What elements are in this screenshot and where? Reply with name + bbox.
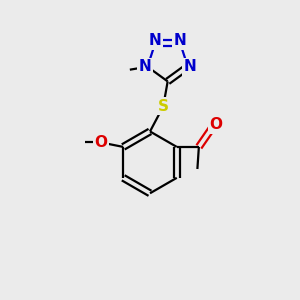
Text: O: O	[209, 117, 222, 132]
Text: N: N	[174, 33, 187, 48]
Text: N: N	[149, 33, 162, 48]
Text: O: O	[94, 135, 108, 150]
Text: N: N	[184, 59, 197, 74]
Text: N: N	[139, 59, 152, 74]
Text: S: S	[158, 99, 169, 114]
